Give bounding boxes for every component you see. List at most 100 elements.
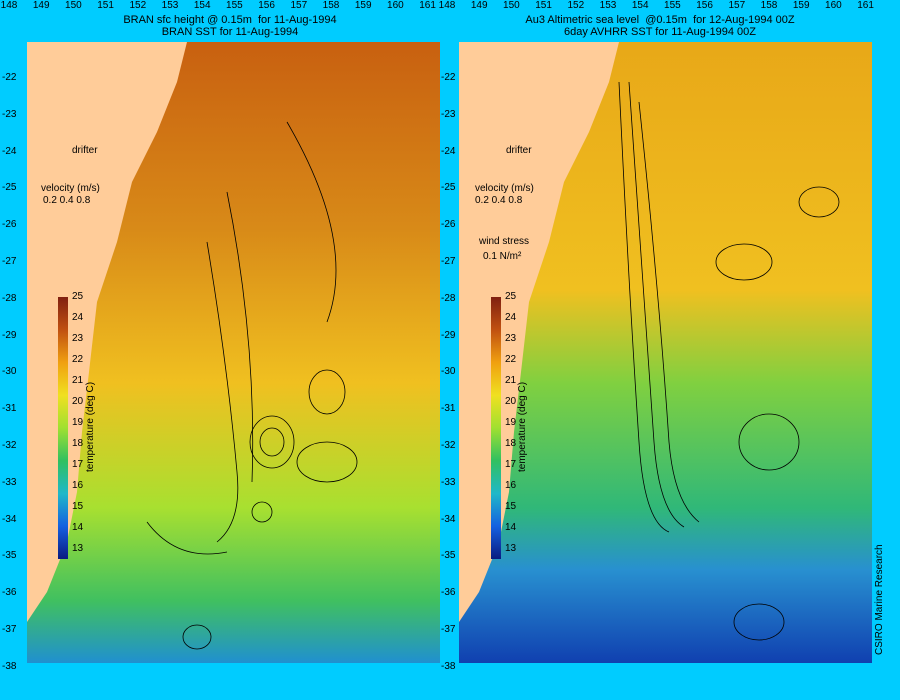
x-axis-label: 150 [503, 0, 520, 11]
y-axis-label: -24 [2, 145, 17, 157]
colorbar-tick: 21 [505, 375, 517, 386]
x-axis-label: 157 [290, 0, 308, 11]
y-axis-label: -38 [2, 660, 17, 672]
y-axis-label: -34 [441, 513, 456, 525]
colorbar-tick: 24 [72, 312, 84, 323]
sea-level-contours [146, 121, 358, 650]
x-axis-label: 148 [0, 0, 18, 11]
y-axis-label: -30 [2, 366, 17, 378]
velocity-scale: 0.2 0.4 0.8 [43, 195, 91, 206]
x-axis-label: 154 [631, 0, 649, 11]
y-axis-label: -28 [441, 292, 456, 304]
colorbar-tick: 16 [72, 480, 84, 491]
y-axis-label: -37 [441, 624, 456, 635]
y-axis-label: -32 [441, 440, 456, 451]
x-axis-label: 158 [760, 0, 778, 11]
x-axis-label: 156 [696, 0, 713, 11]
y-axis-label: -25 [2, 182, 17, 194]
colorbar-tick: 18 [505, 438, 517, 449]
y-axis-label: -26 [2, 219, 17, 231]
wind-stress-value: 0.1 N/m² [483, 251, 522, 262]
colorbar-tick: 18 [72, 438, 84, 449]
x-axis-label: 150 [65, 0, 82, 11]
temperature-colorbar [58, 297, 68, 559]
left-map-panel: drifter velocity (m/s) 0.2 0.4 0.8 tempe… [27, 42, 440, 663]
y-axis-label: -33 [2, 476, 17, 488]
colorbar-tick: 20 [72, 396, 84, 407]
y-axis-label: -26 [441, 219, 456, 231]
y-axis-label: -29 [2, 329, 17, 341]
colorbar-tick: 14 [505, 522, 517, 533]
right-map-svg [459, 42, 872, 663]
x-axis-label: 149 [470, 0, 488, 11]
y-axis-label: -28 [2, 292, 17, 304]
y-axis-label: -35 [441, 550, 456, 562]
x-axis-label: 161 [857, 0, 874, 11]
y-axis-label: -38 [441, 660, 456, 672]
y-axis-label: -35 [2, 550, 17, 562]
y-axis-label: -23 [2, 108, 17, 120]
right-panel-title: Au3 Altimetric sea level @0.15m for 12-A… [525, 14, 795, 38]
x-axis-label: 156 [258, 0, 275, 11]
colorbar-tick: 22 [72, 354, 84, 365]
colorbar-tick: 25 [72, 291, 84, 302]
drifter-label: drifter [72, 145, 98, 156]
colorbar-tick: 23 [72, 333, 84, 344]
x-axis-label: 159 [792, 0, 810, 11]
colorbar-tick: 13 [72, 543, 84, 554]
x-axis-label: 161 [419, 0, 436, 11]
x-axis-label: 159 [354, 0, 372, 11]
x-axis-label: 155 [664, 0, 681, 11]
right-map-panel: drifter velocity (m/s) 0.2 0.4 0.8 wind … [459, 42, 872, 663]
colorbar-tick: 13 [505, 543, 517, 554]
y-axis-label: -22 [441, 72, 456, 83]
x-axis-label: 148 [438, 0, 456, 11]
colorbar-tick: 19 [505, 417, 517, 428]
temperature-colorbar [491, 297, 501, 559]
y-axis-label: -29 [441, 329, 456, 341]
x-axis-label: 153 [161, 0, 179, 11]
x-axis-label: 155 [226, 0, 243, 11]
y-axis-label: -34 [2, 513, 17, 525]
y-axis-label: -31 [2, 403, 17, 415]
wind-stress-label: wind stress [479, 236, 530, 247]
y-axis-label: -23 [441, 108, 456, 120]
x-axis-label: 153 [599, 0, 617, 11]
velocity-scale: 0.2 0.4 0.8 [475, 195, 523, 206]
colorbar-tick: 15 [505, 501, 517, 512]
colorbar-tick: 14 [72, 522, 84, 533]
colorbar-title: temperature (deg C) [85, 381, 96, 472]
colorbar-tick: 25 [505, 291, 517, 302]
sea-level-contours [618, 81, 840, 641]
x-axis-label: 152 [129, 0, 147, 11]
y-axis-label: -25 [441, 182, 456, 194]
colorbar-tick: 17 [505, 459, 517, 470]
y-axis-label: -24 [441, 145, 456, 157]
colorbar-title: temperature (deg C) [517, 381, 528, 472]
y-axis-label: -36 [2, 587, 17, 599]
y-axis-label: -32 [2, 440, 17, 451]
y-axis-label: -33 [441, 476, 456, 488]
left-map-svg [27, 42, 440, 663]
y-axis-label: -27 [441, 256, 456, 267]
drifter-label: drifter [506, 145, 532, 156]
x-axis-label: 160 [825, 0, 842, 11]
x-axis-label: 160 [387, 0, 404, 11]
x-axis-label: 152 [567, 0, 585, 11]
colorbar-tick: 21 [72, 375, 84, 386]
colorbar-tick: 17 [72, 459, 84, 470]
colorbar-tick: 23 [505, 333, 517, 344]
x-axis-label: 149 [32, 0, 50, 11]
x-axis-label: 158 [322, 0, 340, 11]
y-axis-label: -22 [2, 72, 17, 83]
colorbar-tick: 15 [72, 501, 84, 512]
colorbar-tick: 19 [72, 417, 84, 428]
y-axis-label: -30 [441, 366, 456, 378]
x-axis-label: 151 [535, 0, 552, 11]
y-axis-label: -36 [441, 587, 456, 599]
left-panel-title: BRAN sfc height @ 0.15m for 11-Aug-1994 … [123, 14, 337, 38]
y-axis-label: -27 [2, 256, 17, 267]
colorbar-tick: 20 [505, 396, 517, 407]
y-axis-label: -31 [441, 403, 456, 415]
y-axis-label: -37 [2, 624, 17, 635]
